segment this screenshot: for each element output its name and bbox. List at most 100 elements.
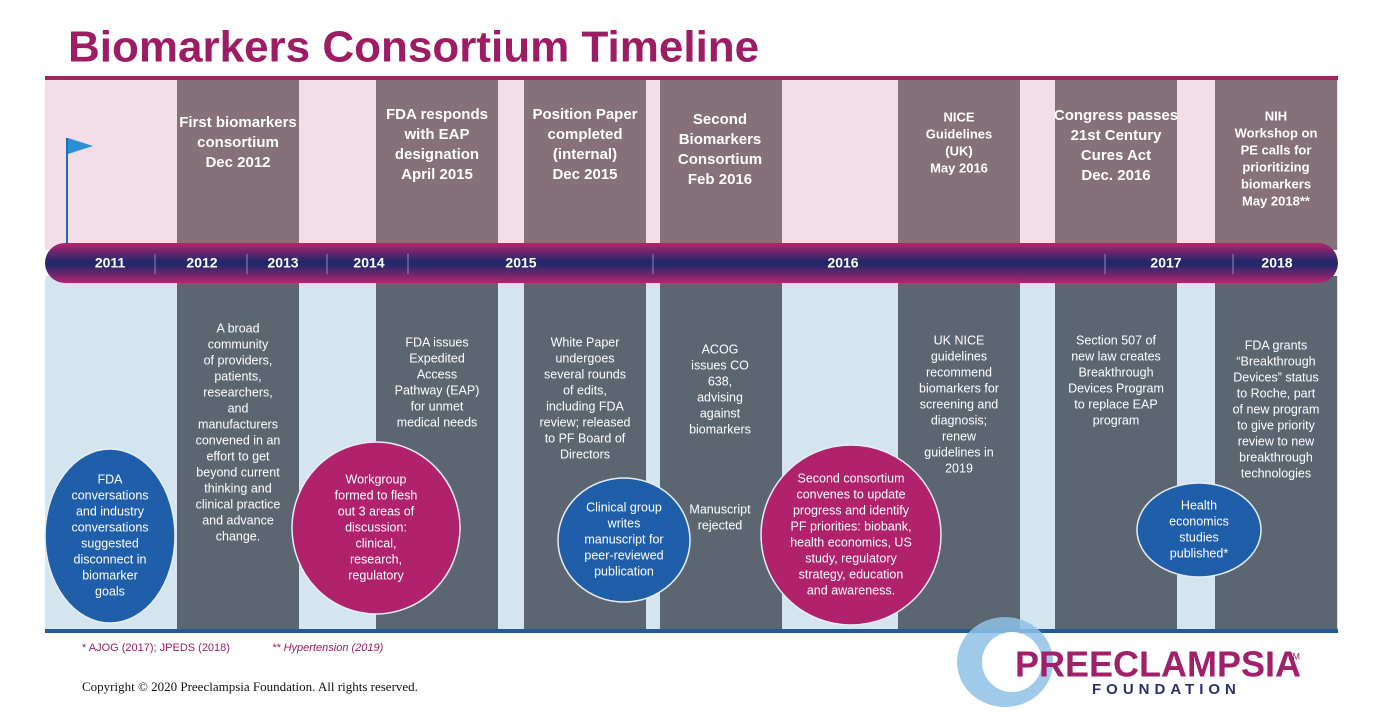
- lower-event-line: Devices Program: [1068, 381, 1164, 395]
- event-column-lower: [1215, 276, 1337, 630]
- lower-event-line: review; released: [539, 415, 630, 429]
- upper-event-line: Consortium: [678, 151, 762, 168]
- lower-event-line: to replace EAP: [1074, 397, 1157, 411]
- circle-line: biomarker: [82, 568, 138, 582]
- circle-line: clinical,: [356, 536, 397, 550]
- lower-event-line: recommend: [926, 365, 992, 379]
- lower-event-line: and advance: [202, 513, 274, 527]
- year-label: 2014: [353, 255, 384, 271]
- lower-event-line: convened in an: [196, 433, 281, 447]
- year-label: 2018: [1261, 255, 1292, 271]
- event-column-upper: [376, 80, 498, 250]
- lower-event-line: Pathway (EAP): [395, 383, 480, 397]
- upper-event-line: PE calls for: [1241, 142, 1312, 157]
- lower-event-line: screening and: [920, 397, 999, 411]
- upper-event-line: (internal): [553, 146, 617, 163]
- circle-line: Clinical group: [586, 500, 662, 514]
- lower-event-line: issues CO: [691, 358, 749, 372]
- upper-event-line: FDA responds: [386, 106, 488, 123]
- circle-line: studies: [1179, 530, 1219, 544]
- event-column-upper: [1055, 80, 1177, 250]
- upper-event-line: (UK): [945, 143, 972, 158]
- event-column-upper: [660, 80, 782, 250]
- lower-event-line: rejected: [698, 518, 743, 532]
- lower-event-line: effort to get: [206, 449, 270, 463]
- milestone-circle: [44, 448, 176, 624]
- lower-event-line: White Paper: [551, 335, 620, 349]
- lower-event-line: breakthrough: [1239, 450, 1313, 464]
- event-column-lower: [1055, 276, 1177, 630]
- event-column-lower: [177, 276, 299, 630]
- lower-event-line: review to new: [1238, 434, 1315, 448]
- year-label: 2015: [505, 255, 536, 271]
- circle-line: goals: [95, 584, 125, 598]
- upper-event-line: First biomarkers: [179, 114, 297, 131]
- footnote: * AJOG (2017); JPEDS (2018): [82, 642, 230, 654]
- upper-event-line: Second: [693, 111, 747, 128]
- lower-event-line: undergoes: [555, 351, 614, 365]
- year-label: 2017: [1150, 255, 1181, 271]
- upper-event-line: Dec. 2016: [1081, 167, 1150, 184]
- upper-event-line: April 2015: [401, 166, 473, 183]
- milestone-circle: [760, 444, 942, 626]
- milestone-circle: [291, 441, 461, 615]
- upper-event-line: May 2018**: [1242, 193, 1311, 208]
- circle-line: conversations: [71, 488, 148, 502]
- lower-event-line: advising: [697, 390, 743, 404]
- circle-line: PF priorities: biobank,: [791, 519, 912, 533]
- lower-event-line: to give priority: [1237, 418, 1316, 432]
- circle-line: formed to flesh: [335, 488, 418, 502]
- lower-event-line: several rounds: [544, 367, 626, 381]
- lower-event-line: A broad: [216, 321, 259, 335]
- title: Biomarkers Consortium Timeline: [68, 23, 759, 72]
- event-column-upper: [1215, 80, 1337, 250]
- circle-line: out 3 areas of: [338, 504, 415, 518]
- event-column-upper: [898, 80, 1020, 250]
- circle-line: suggested: [81, 536, 139, 550]
- lower-event-line: biomarkers: [689, 422, 751, 436]
- circle-line: discussion:: [345, 520, 407, 534]
- title-rule: [45, 76, 1338, 80]
- flag: [68, 138, 93, 154]
- lower-event-line: of new program: [1233, 402, 1320, 416]
- circle-line: convenes to update: [796, 487, 905, 501]
- circle-line: progress and identify: [793, 503, 910, 517]
- lower-event-line: guidelines: [931, 349, 987, 363]
- upper-event-line: designation: [395, 146, 479, 163]
- upper-event-line: Feb 2016: [688, 171, 752, 188]
- lower-event-line: patients,: [214, 369, 261, 383]
- lower-event-line: biomarkers for: [919, 381, 999, 395]
- circle-line: and industry: [76, 504, 145, 518]
- circle-line: disconnect in: [74, 552, 147, 566]
- lower-event-line: new law creates: [1071, 349, 1161, 363]
- circle-line: writes: [607, 516, 641, 530]
- upper-event-line: biomarkers: [1241, 176, 1311, 191]
- lower-event-line: diagnosis;: [931, 413, 987, 427]
- lower-event-line: community: [208, 337, 269, 351]
- logo-trademark: TM: [1287, 651, 1300, 661]
- circle-line: economics: [1169, 514, 1229, 528]
- lower-event-line: and: [228, 401, 249, 415]
- lower-event-line: of providers,: [204, 353, 273, 367]
- circle-line: strategy, education: [799, 567, 904, 581]
- lower-event-line: “Breakthrough: [1236, 354, 1315, 368]
- lower-event-line: program: [1093, 413, 1140, 427]
- lower-event-line: Expedited: [409, 351, 465, 365]
- upper-event-line: prioritizing: [1242, 159, 1309, 174]
- copyright: Copyright © 2020 Preeclampsia Foundation…: [82, 679, 418, 694]
- lower-event-line: Breakthrough: [1078, 365, 1153, 379]
- content: First biomarkers consortium Dec 2012 FDA re…: [44, 106, 1320, 626]
- lower-event-line: FDA issues: [405, 335, 468, 349]
- circle-line: manuscript for: [584, 532, 663, 546]
- circle-line: regulatory: [348, 568, 404, 582]
- lower-event-line: renew: [942, 429, 977, 443]
- lower-event-line: for unmet: [411, 399, 464, 413]
- lower-event-line: technologies: [1241, 466, 1311, 480]
- lower-event-line: thinking and: [204, 481, 271, 495]
- lower-event-line: 2019: [945, 461, 973, 475]
- event-column-upper: [177, 80, 299, 250]
- upper-event-line: Dec 2015: [552, 166, 617, 183]
- lower-event-line: FDA grants: [1245, 338, 1308, 352]
- year-label: 2012: [186, 255, 217, 271]
